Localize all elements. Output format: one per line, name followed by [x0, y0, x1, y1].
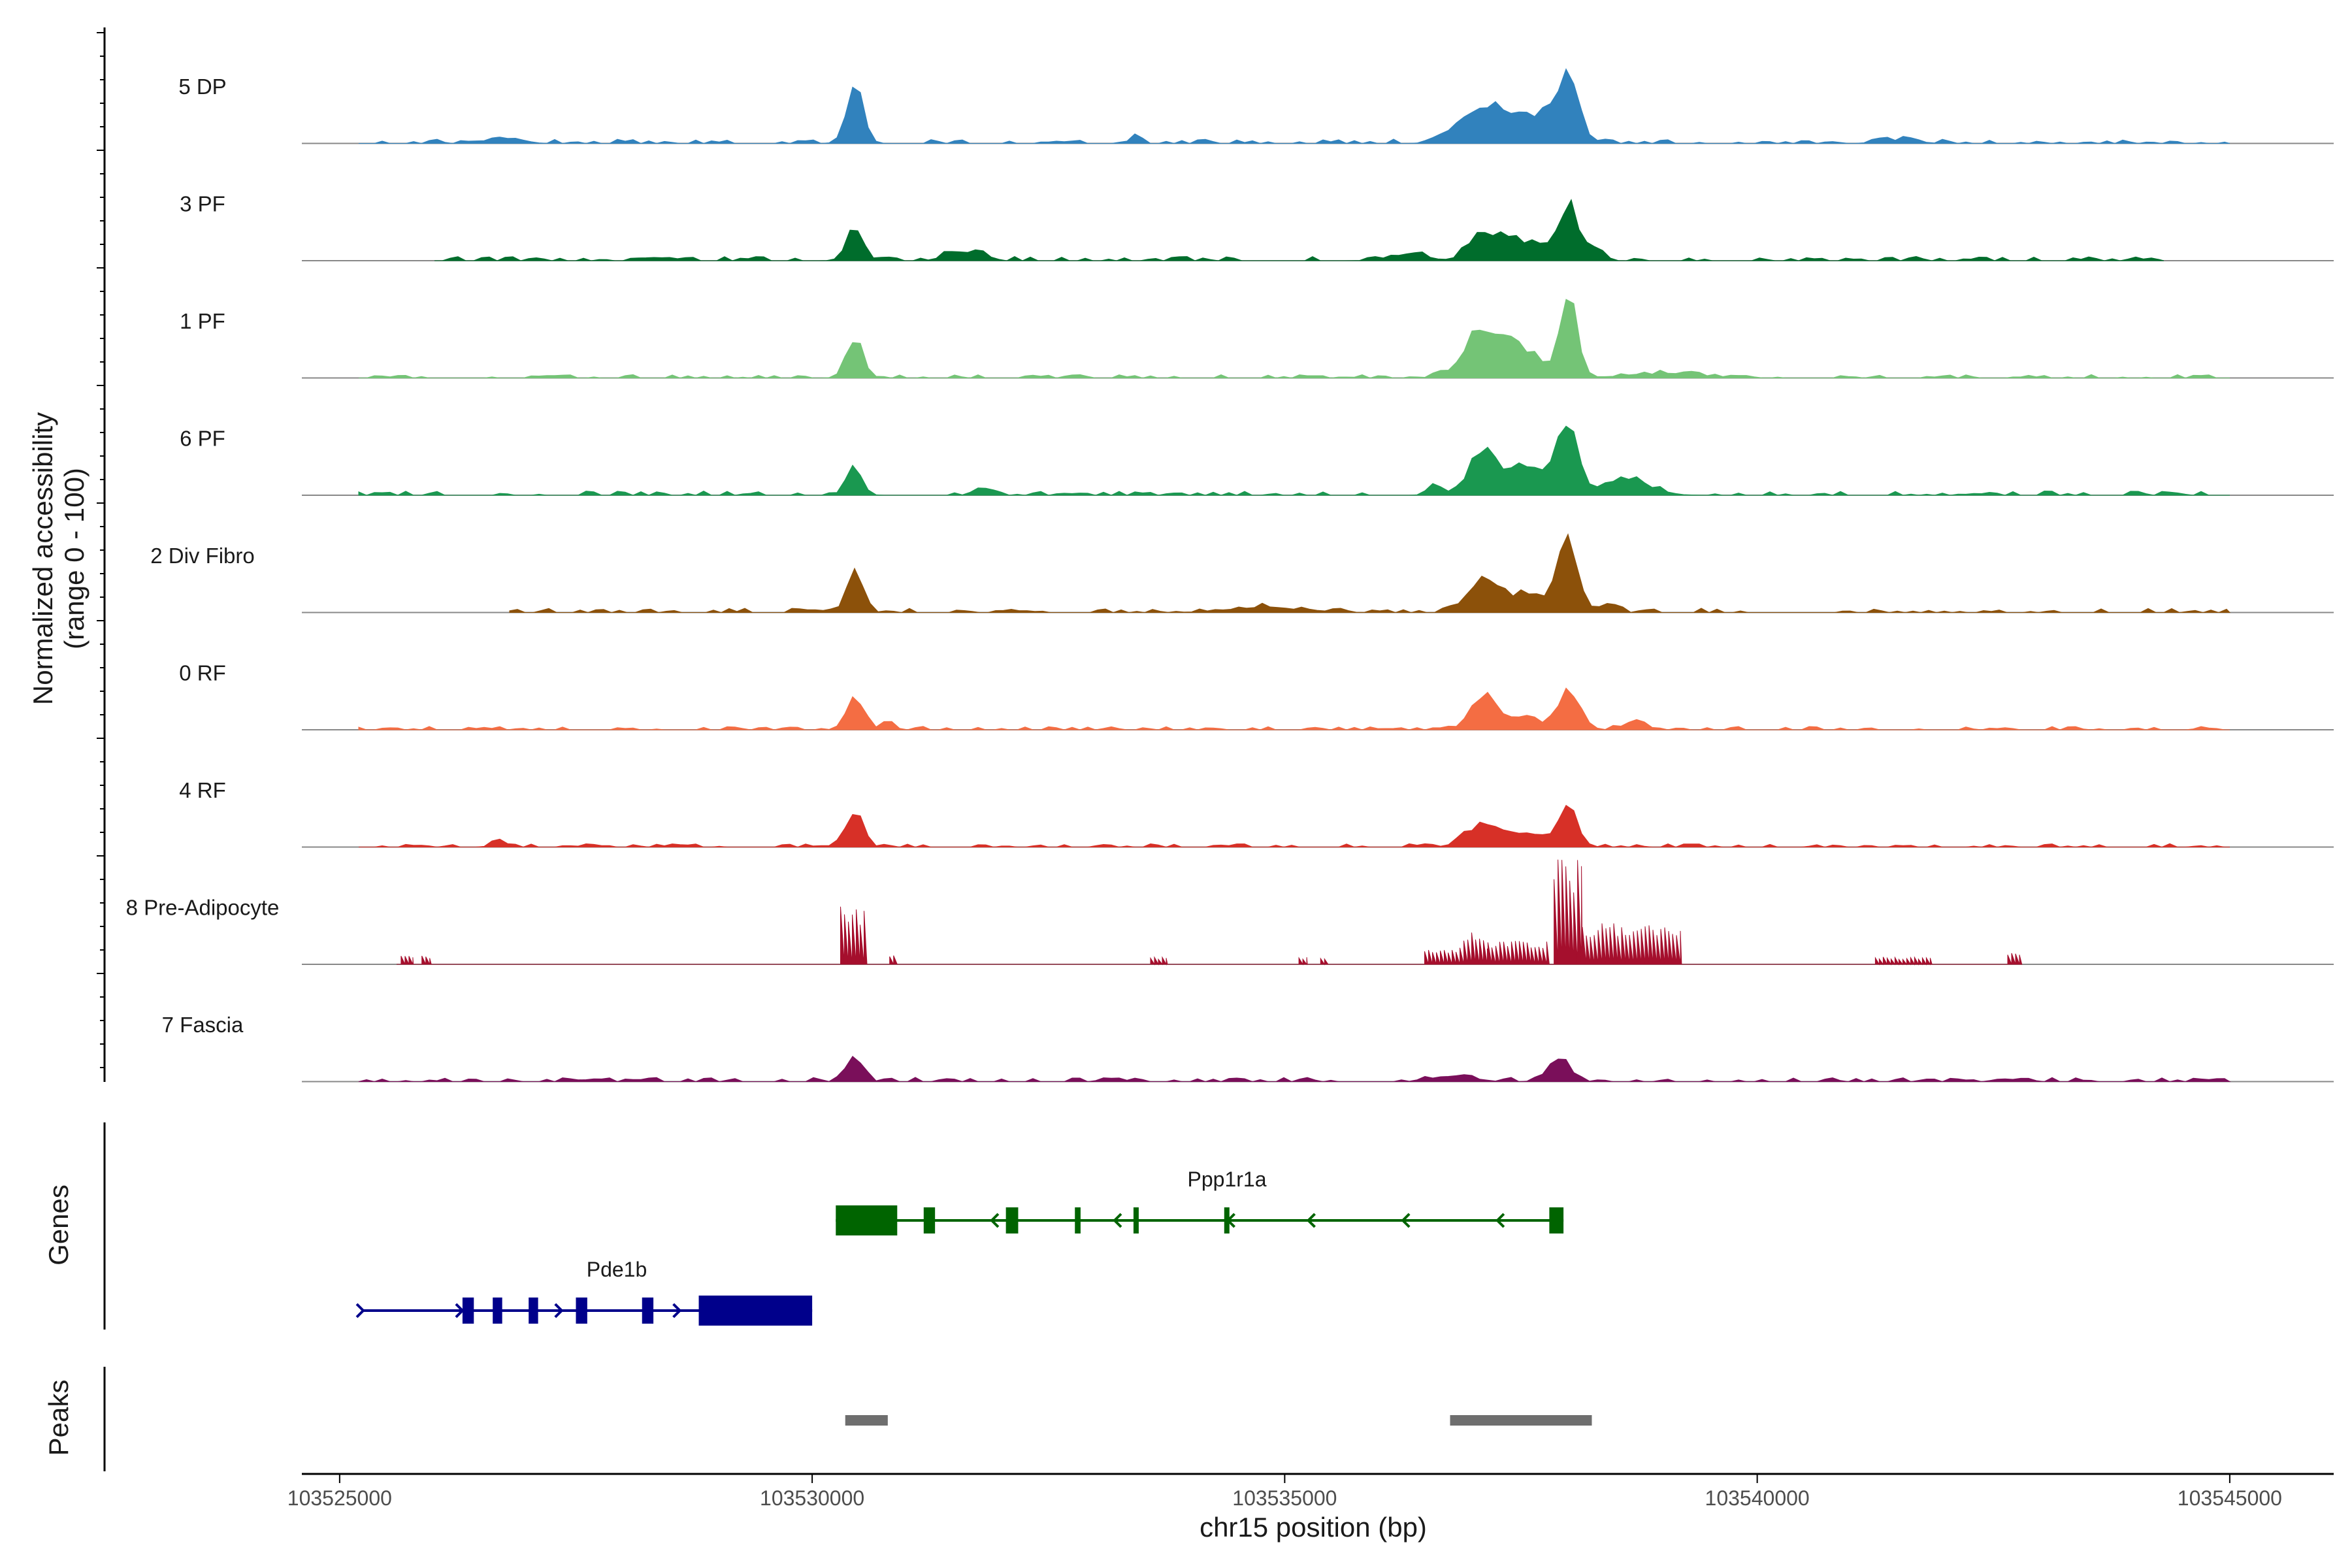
strand-arrow — [1113, 1213, 1122, 1228]
gene-exon — [698, 1296, 813, 1326]
track-label: 5 DP — [178, 74, 226, 99]
track-2-div-fibro: 2 Div Fibro — [150, 533, 2334, 613]
coverage-area — [509, 533, 2231, 613]
track-7-fascia: 7 Fascia — [162, 1013, 2334, 1083]
gene-exon — [529, 1298, 538, 1324]
track-label: 6 PF — [180, 427, 225, 451]
peak-bar — [1450, 1415, 1592, 1426]
track-label: 7 Fascia — [162, 1013, 244, 1037]
strand-arrow — [1495, 1213, 1505, 1228]
track-6-pf: 6 PF — [180, 425, 2334, 496]
x-tick-label: 103535000 — [1232, 1486, 1337, 1510]
accessibility-tracks: 5 DP 3 PF 1 PF 6 PF 2 Div Fibro 0 RF 4 RF 8 Pre… — [126, 68, 2334, 1083]
coverage-area — [358, 687, 2230, 730]
track-label: 4 RF — [179, 778, 226, 802]
track-1-pf: 1 PF — [180, 299, 2334, 379]
track-5-dp: 5 DP — [178, 68, 2334, 144]
y-axis-title-line1: Normalized accessibility — [27, 412, 58, 705]
gene-exon — [923, 1207, 936, 1233]
gene-exon — [1075, 1207, 1081, 1233]
genes-track-label: Genes — [43, 1184, 74, 1266]
coverage-area — [358, 425, 2230, 496]
gene-exon — [836, 1205, 898, 1235]
peaks-track-label: Peaks — [43, 1380, 74, 1456]
strand-arrow — [672, 1303, 682, 1318]
coverage-area — [358, 1056, 2231, 1083]
coverage-area — [359, 804, 2230, 848]
x-tick-label: 103545000 — [2178, 1486, 2282, 1510]
gene-exon — [493, 1298, 502, 1324]
coverage-area — [359, 299, 2230, 379]
gene-name-label: Pde1b — [587, 1258, 647, 1281]
track-0-rf: 0 RF — [179, 661, 2334, 730]
gene-exon — [642, 1298, 654, 1324]
gene-exon — [1549, 1207, 1564, 1233]
axes: 103525000 103530000 103535000 103540000 1035… — [97, 27, 2334, 1510]
x-axis-title: chr15 position (bp) — [1200, 1512, 1427, 1543]
x-tick-label: 103530000 — [760, 1486, 864, 1510]
gene-exon — [1133, 1207, 1139, 1233]
peak-track — [845, 1415, 1592, 1426]
strand-arrow — [1401, 1213, 1411, 1228]
strand-arrow — [1306, 1213, 1316, 1228]
x-tick-label: 103525000 — [287, 1486, 392, 1510]
gene-track: Ppp1r1a Pde1b — [355, 1168, 1564, 1326]
strand-arrow — [554, 1303, 564, 1318]
coverage-area — [434, 199, 2164, 261]
track-label: 8 Pre-Adipocyte — [126, 896, 280, 920]
gene-exon — [1005, 1207, 1019, 1233]
track-label: 3 PF — [180, 192, 225, 216]
gene-pde1b: Pde1b — [355, 1258, 813, 1326]
track-label: 2 Div Fibro — [150, 544, 255, 568]
gene-name-label: Ppp1r1a — [1188, 1168, 1267, 1191]
gene-exon — [576, 1298, 587, 1324]
x-tick-label: 103540000 — [1705, 1486, 1810, 1510]
coverage-area — [359, 68, 2230, 144]
track-3-pf: 3 PF — [180, 192, 2334, 261]
track-label: 1 PF — [180, 309, 225, 333]
y-axis-title-line2: (range 0 - 100) — [59, 468, 90, 649]
peak-bar — [845, 1415, 888, 1426]
track-4-rf: 4 RF — [179, 778, 2334, 848]
track-label: 0 RF — [179, 661, 226, 685]
gene-exon — [1224, 1207, 1230, 1233]
strand-arrow — [990, 1213, 1000, 1228]
track-8-pre-adipocyte: 8 Pre-Adipocyte — [126, 859, 2334, 966]
gene-ppp1r1a: Ppp1r1a — [836, 1168, 1564, 1235]
strand-arrow — [355, 1303, 365, 1318]
coverage-area — [397, 859, 2023, 966]
gene-exon — [462, 1298, 474, 1324]
